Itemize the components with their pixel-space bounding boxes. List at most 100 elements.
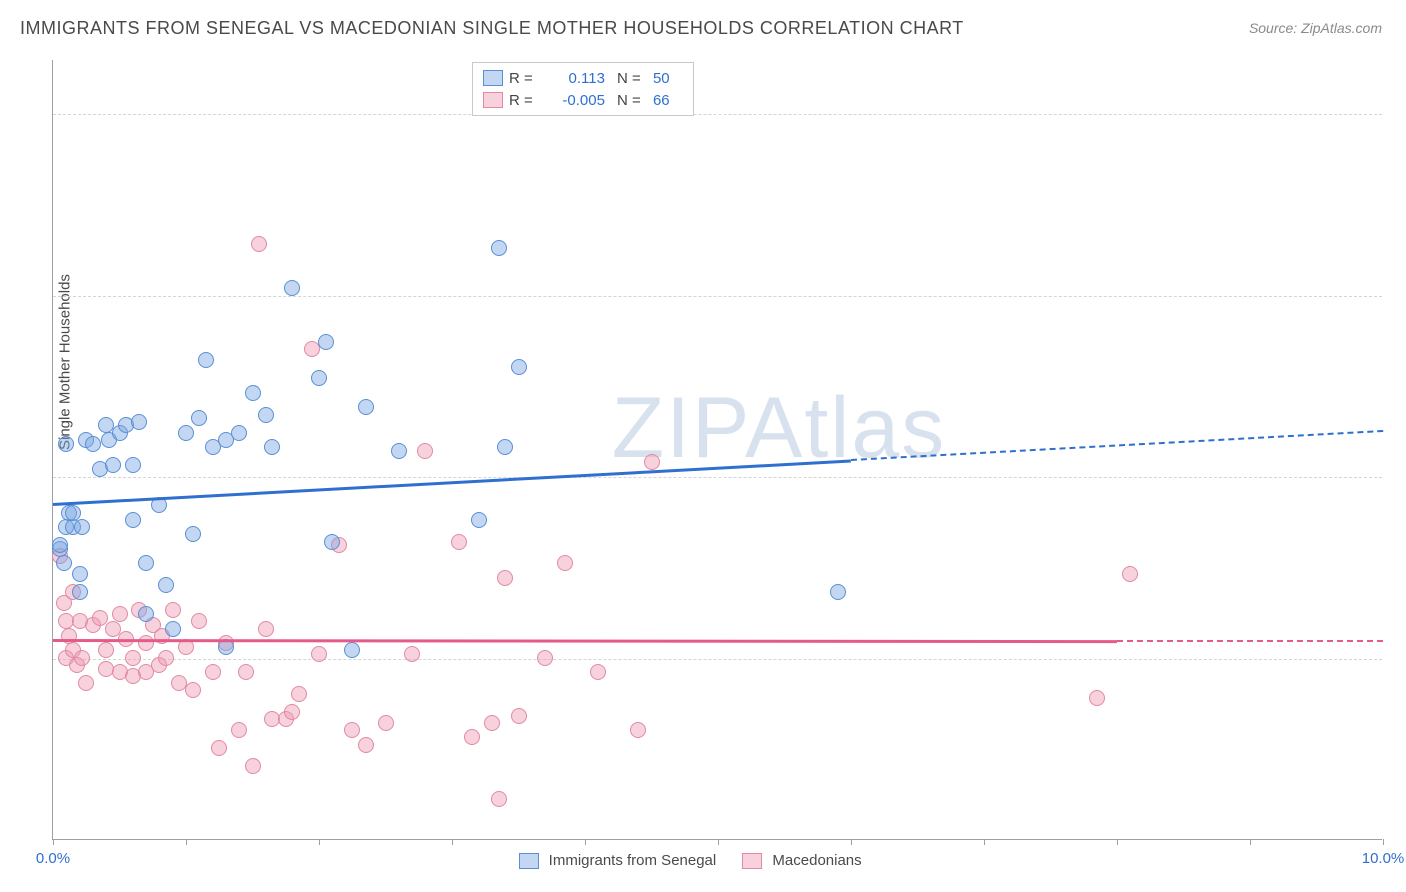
scatter-point (138, 635, 154, 651)
legend-r-value: 0.113 (545, 70, 605, 87)
trend-line (1117, 640, 1383, 642)
scatter-point (344, 722, 360, 738)
scatter-point (264, 439, 280, 455)
scatter-point (1089, 690, 1105, 706)
scatter-point (85, 436, 101, 452)
scatter-point (630, 722, 646, 738)
scatter-point (644, 454, 660, 470)
scatter-point (131, 414, 147, 430)
trend-line (851, 430, 1383, 461)
scatter-point (378, 715, 394, 731)
scatter-point (511, 708, 527, 724)
scatter-point (138, 606, 154, 622)
scatter-point (537, 650, 553, 666)
scatter-point (404, 646, 420, 662)
scatter-point (497, 570, 513, 586)
scatter-point (1122, 566, 1138, 582)
source-label: Source: ZipAtlas.com (1249, 20, 1382, 36)
legend-label: Macedonians (772, 852, 861, 869)
scatter-point (311, 370, 327, 386)
scatter-point (291, 686, 307, 702)
scatter-point (74, 650, 90, 666)
y-tick-label: 10.0% (1392, 469, 1406, 486)
scatter-point (284, 704, 300, 720)
scatter-point (358, 737, 374, 753)
y-tick-label: 5.0% (1392, 650, 1406, 667)
scatter-point (105, 457, 121, 473)
scatter-point (491, 791, 507, 807)
legend-n-value: 66 (653, 92, 683, 109)
scatter-point (284, 280, 300, 296)
scatter-point (311, 646, 327, 662)
legend-series: Immigrants from Senegal Macedonians (519, 852, 862, 869)
scatter-point (178, 425, 194, 441)
scatter-point (344, 642, 360, 658)
scatter-point (65, 505, 81, 521)
scatter-point (198, 352, 214, 368)
legend-r-value: -0.005 (545, 92, 605, 109)
scatter-point (245, 385, 261, 401)
scatter-point (158, 577, 174, 593)
scatter-point (231, 722, 247, 738)
legend-label: Immigrants from Senegal (549, 852, 717, 869)
scatter-point (185, 526, 201, 542)
legend-r-label: R = (509, 70, 539, 87)
legend-item: Immigrants from Senegal (519, 852, 717, 869)
scatter-point (191, 410, 207, 426)
scatter-point (557, 555, 573, 571)
x-tick-label: 0.0% (36, 850, 70, 867)
scatter-point (191, 613, 207, 629)
scatter-point (125, 650, 141, 666)
y-tick-label: 20.0% (1392, 106, 1406, 123)
legend-n-label: N = (617, 70, 647, 87)
scatter-point (125, 512, 141, 528)
scatter-point (112, 606, 128, 622)
scatter-point (158, 650, 174, 666)
legend-r-label: R = (509, 92, 539, 109)
scatter-point (211, 740, 227, 756)
scatter-point (238, 664, 254, 680)
y-axis-label: Single Mother Households (57, 274, 74, 450)
scatter-point (138, 555, 154, 571)
scatter-point (417, 443, 433, 459)
trend-line (53, 639, 1117, 643)
legend-swatch-blue (519, 853, 539, 869)
legend-row: R = -0.005 N = 66 (483, 89, 683, 111)
scatter-point (324, 534, 340, 550)
scatter-point (165, 621, 181, 637)
scatter-point (318, 334, 334, 350)
trend-line (53, 459, 851, 506)
legend-swatch-pink (742, 853, 762, 869)
scatter-point (451, 534, 467, 550)
legend-correlation: R = 0.113 N = 50 R = -0.005 N = 66 (472, 62, 694, 116)
chart-title: IMMIGRANTS FROM SENEGAL VS MACEDONIAN SI… (20, 18, 964, 39)
scatter-point (245, 758, 261, 774)
scatter-point (590, 664, 606, 680)
scatter-point (98, 642, 114, 658)
scatter-point (165, 602, 181, 618)
legend-n-value: 50 (653, 70, 683, 87)
scatter-point (74, 519, 90, 535)
scatter-point (511, 359, 527, 375)
plot-area: Single Mother Households ZIPAtlas 5.0%10… (52, 60, 1382, 840)
scatter-point (205, 664, 221, 680)
scatter-point (830, 584, 846, 600)
legend-item: Macedonians (742, 852, 861, 869)
scatter-point (125, 457, 141, 473)
y-tick-label: 15.0% (1392, 287, 1406, 304)
scatter-point (231, 425, 247, 441)
legend-row: R = 0.113 N = 50 (483, 67, 683, 89)
scatter-point (491, 240, 507, 256)
scatter-point (78, 675, 94, 691)
legend-n-label: N = (617, 92, 647, 109)
scatter-point (391, 443, 407, 459)
legend-swatch-pink (483, 92, 503, 108)
scatter-point (58, 436, 74, 452)
scatter-point (471, 512, 487, 528)
scatter-point (484, 715, 500, 731)
scatter-point (251, 236, 267, 252)
scatter-point (258, 621, 274, 637)
scatter-point (464, 729, 480, 745)
scatter-point (72, 584, 88, 600)
scatter-point (185, 682, 201, 698)
